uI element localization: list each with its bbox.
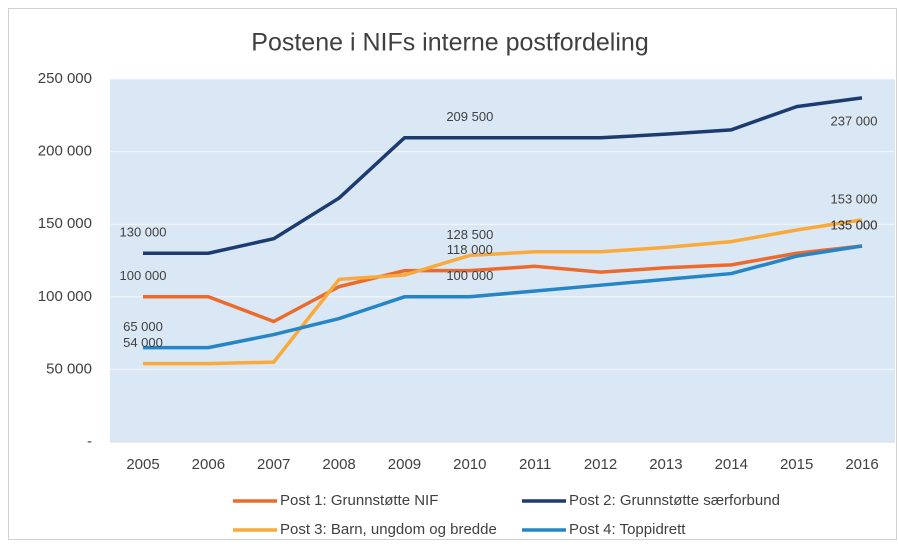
y-tick-label: 100 000 [38,288,92,305]
x-tick-label: 2014 [715,456,748,473]
data-label: 237 000 [831,113,878,128]
y-tick-label: 50 000 [46,360,92,377]
chart-title: Postene i NIFs interne postfordeling [251,29,648,57]
x-tick-label: 2012 [584,456,617,473]
x-tick-label: 2006 [192,456,225,473]
data-label: 100 000 [446,268,493,283]
x-tick-label: 2016 [845,456,878,473]
data-label: 135 000 [831,217,878,232]
series-line [143,244,863,324]
data-label: 209 500 [446,109,493,124]
x-tick-label: 2013 [649,456,682,473]
data-label: 100 000 [120,268,167,283]
x-tick-label: 2008 [322,456,355,473]
series-line [143,96,863,255]
legend-label: Post 3: Barn, ungdom og bredde [280,521,497,538]
data-label: 54 000 [123,335,163,350]
x-tick-label: 2010 [453,456,486,473]
y-tick-label: 150 000 [38,215,92,232]
legend-label: Post 4: Toppidrett [569,521,686,538]
x-tick-label: 2005 [126,456,159,473]
data-label: 135 000 [831,217,878,232]
y-tick-label: 250 000 [38,70,92,87]
x-tick-label: 2011 [519,456,551,473]
data-label: 130 000 [120,225,167,240]
data-label: 128 500 [446,227,493,242]
x-tick-label: 2009 [388,456,421,473]
legend-label: Post 1: Grunnstøtte NIF [280,492,438,509]
x-tick-label: 2007 [257,456,290,473]
y-tick-label: - [87,433,92,450]
x-tick-label: 2015 [780,456,813,473]
data-label: 65 000 [123,319,163,334]
data-label: 153 000 [831,191,878,206]
legend-label: Post 2: Grunnstøtte særforbund [569,492,780,509]
series-line [143,218,863,366]
y-tick-label: 200 000 [38,143,92,160]
series-line [143,244,863,350]
data-label: 118 000 [447,242,493,257]
